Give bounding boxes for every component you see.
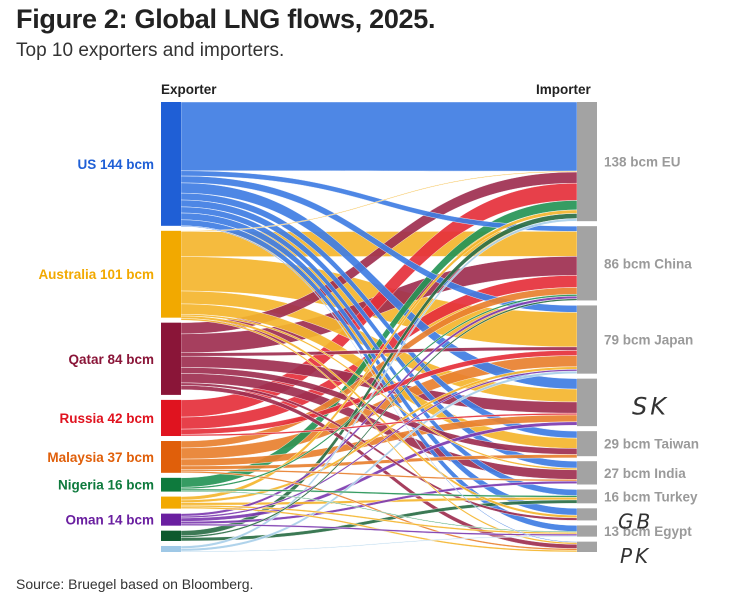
exporter-node-malaysia	[161, 441, 181, 473]
importer-node-pk	[577, 541, 597, 552]
importer-label-turkey: 16 bcm Turkey	[604, 489, 698, 504]
exporter-label-oman: Oman 14 bcm	[65, 513, 154, 528]
importer-label-eu: 138 bcm EU	[604, 155, 681, 170]
importer-node-turkey	[577, 489, 597, 504]
importer-node-taiwan	[577, 431, 597, 457]
exporter-node-oman	[161, 513, 181, 526]
importer-column-header: Importer	[536, 82, 592, 97]
exporter-node-qatar	[161, 322, 181, 395]
importer-label-egypt: 13 bcm Egypt	[604, 524, 692, 539]
exporter-label-russia: Russia 42 bcm	[59, 411, 154, 426]
exporter-node-ex7	[161, 496, 181, 509]
exporter-label-malaysia: Malaysia 37 bcm	[47, 450, 154, 465]
importer-node-japan	[577, 305, 597, 374]
exporter-node-russia	[161, 399, 181, 437]
exporter-label-nigeria: Nigeria 16 bcm	[58, 478, 154, 493]
exporter-node-ex9	[161, 530, 181, 541]
label-layer: US 144 bcm Australia 101 bcm Qatar 84 bcm R…	[38, 155, 699, 568]
exporter-node-australia	[161, 230, 181, 318]
annotation-pk: PK	[620, 544, 651, 568]
flow-layer	[180, 101, 578, 553]
exporter-node-ex10	[161, 545, 181, 552]
importer-label-japan: 79 bcm Japan	[604, 333, 693, 348]
exporter-label-qatar: Qatar 84 bcm	[68, 352, 154, 367]
importer-label-china: 86 bcm China	[604, 256, 692, 271]
exporter-node-nigeria	[161, 477, 181, 492]
exporter-column-header: Exporter	[161, 82, 217, 97]
node-layer	[161, 102, 597, 552]
source-note: Source: Bruegel based on Bloomberg.	[16, 576, 254, 592]
flow-ex9-to-china	[180, 298, 578, 538]
importer-node-egypt	[577, 525, 597, 537]
importer-label-taiwan: 29 bcm Taiwan	[604, 437, 699, 452]
importer-node-eu	[577, 102, 597, 222]
importer-node-gb	[577, 508, 597, 521]
importer-node-india	[577, 461, 597, 485]
importer-node-sk	[577, 378, 597, 427]
importer-label-india: 27 bcm India	[604, 466, 686, 481]
exporter-node-us	[161, 102, 181, 226]
chart-subtitle: Top 10 exporters and importers.	[16, 40, 285, 61]
annotation-sk: SK	[632, 392, 669, 420]
flow-us-to-eu	[180, 101, 578, 172]
importer-node-china	[577, 226, 597, 301]
flow-ex10-to-egypt	[180, 535, 578, 553]
annotation-gb: GB	[618, 509, 653, 533]
exporter-label-australia: Australia 101 bcm	[38, 267, 154, 282]
chart-title: Figure 2: Global LNG flows, 2025.	[16, 4, 436, 34]
exporter-label-us: US 144 bcm	[77, 157, 154, 172]
